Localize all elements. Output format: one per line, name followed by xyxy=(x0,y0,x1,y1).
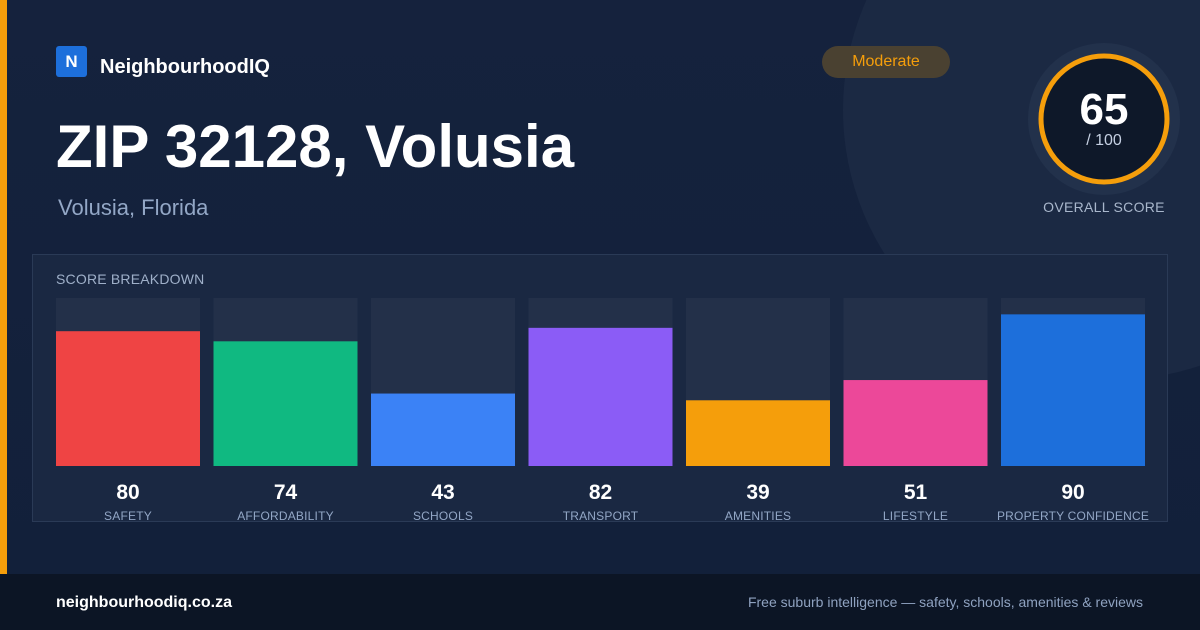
overall-score-gauge xyxy=(1028,43,1180,195)
value-label-lifestyle: 51 xyxy=(904,481,928,504)
value-label-property-confidence: 90 xyxy=(1061,481,1084,504)
value-label-amenities: 39 xyxy=(746,481,769,504)
bar-property-confidence xyxy=(1001,314,1145,466)
bar-schools xyxy=(371,393,515,466)
logo-icon: N xyxy=(56,46,87,77)
overall-score-caption: OVERALL SCORE xyxy=(1043,199,1165,215)
value-label-safety: 80 xyxy=(116,481,139,504)
score-breakdown-title: SCORE BREAKDOWN xyxy=(56,271,205,287)
bar-safety xyxy=(56,331,200,466)
score-breakdown-chart: 80 SAFETY 74 AFFORDABILITY 43 SCHOOLS 82 TRANSP… xyxy=(56,314,1149,523)
category-label-property-confidence: PROPERTY CONFIDENCE xyxy=(997,509,1149,523)
logo-letter: N xyxy=(65,51,78,71)
overall-score-value: 65 xyxy=(1079,85,1129,134)
brand-name: NeighbourhoodIQ xyxy=(100,56,270,78)
value-label-transport: 82 xyxy=(589,481,612,504)
accent-bar xyxy=(0,0,7,574)
category-label-amenities: AMENITIES xyxy=(725,509,791,523)
location-subtitle: Volusia, Florida xyxy=(58,195,209,220)
bar-amenities xyxy=(686,400,830,466)
footer-url[interactable]: neighbourhoodiq.co.za xyxy=(56,594,232,611)
value-label-schools: 43 xyxy=(431,481,454,504)
category-label-lifestyle: LIFESTYLE xyxy=(883,509,948,523)
category-label-safety: SAFETY xyxy=(104,509,152,523)
rating-badge: Moderate xyxy=(822,46,950,78)
overall-score-max: / 100 xyxy=(1086,132,1122,149)
gauge-ring xyxy=(1038,53,1170,185)
category-label-schools: SCHOOLS xyxy=(413,509,473,523)
bar-lifestyle xyxy=(843,380,988,466)
category-label-transport: TRANSPORT xyxy=(563,509,639,523)
bar-affordability xyxy=(213,341,358,466)
footer xyxy=(0,574,1200,630)
page-title: ZIP 32128, Volusia xyxy=(56,113,575,180)
bar-transport xyxy=(528,327,673,466)
value-label-affordability: 74 xyxy=(274,481,298,504)
category-label-affordability: AFFORDABILITY xyxy=(237,509,334,523)
footer-tagline: Free suburb intelligence — safety, schoo… xyxy=(747,594,1143,610)
